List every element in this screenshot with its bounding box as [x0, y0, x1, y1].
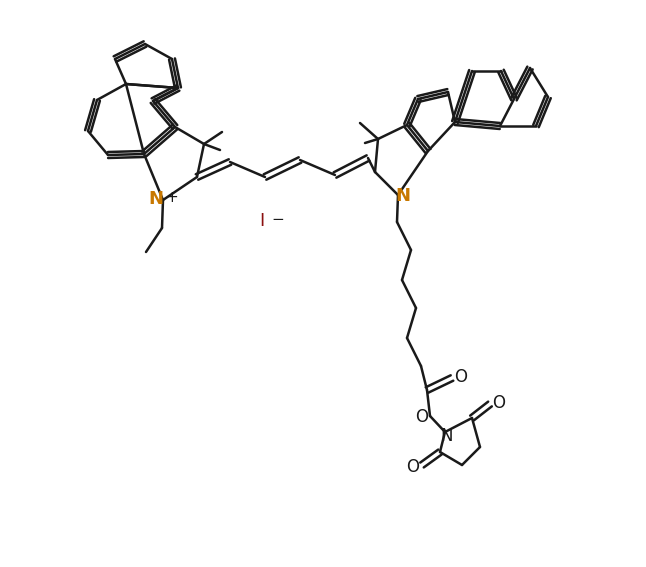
Text: O: O: [415, 408, 428, 426]
Text: O: O: [406, 458, 419, 476]
Text: N: N: [149, 190, 163, 208]
Text: −: −: [271, 211, 284, 226]
Text: O: O: [492, 394, 506, 412]
Text: N: N: [395, 187, 410, 205]
Text: +: +: [165, 189, 178, 205]
Text: I: I: [260, 212, 265, 230]
Text: N: N: [441, 427, 453, 445]
Text: O: O: [455, 368, 468, 386]
